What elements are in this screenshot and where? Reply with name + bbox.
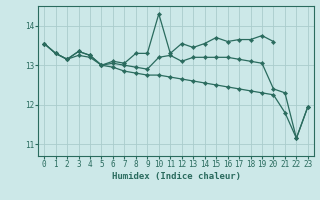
X-axis label: Humidex (Indice chaleur): Humidex (Indice chaleur) [111, 172, 241, 181]
